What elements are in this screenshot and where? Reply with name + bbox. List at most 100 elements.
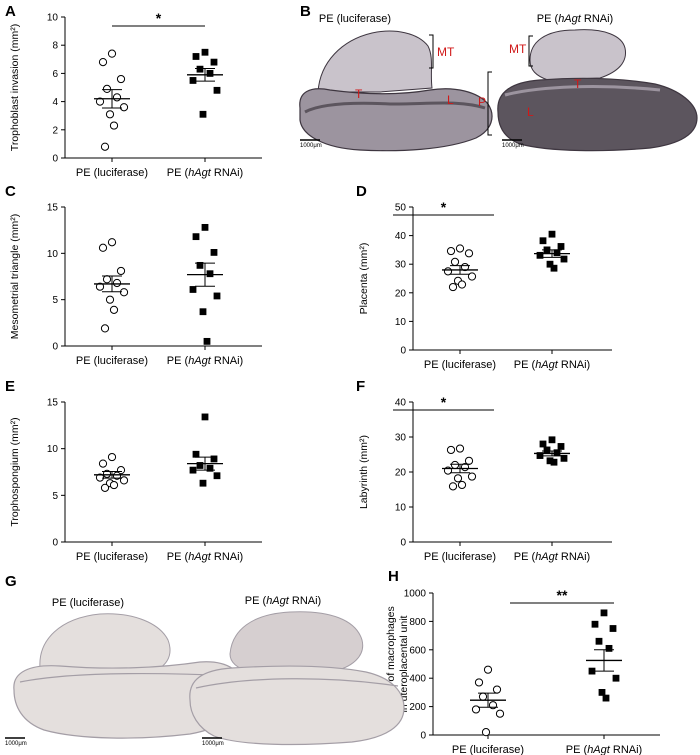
- chart-panel-d: D 0 10 20 30 40 50 PE (luciferase) PE (hAgt RNAi…: [356, 183, 612, 371]
- data-point-filled-square: [612, 674, 620, 682]
- mesometrial-triangle-left: [39, 613, 171, 673]
- data-point-filled-square: [199, 308, 207, 316]
- data-point-open-circle: [100, 142, 110, 151]
- y-tick-label: 0: [52, 538, 58, 549]
- y-axis-label: Mesometrial triangle (mm²): [9, 214, 21, 339]
- data-point-filled-square: [192, 450, 200, 458]
- data-point-open-circle: [102, 275, 112, 284]
- chart-panel-a: A 0 2 4 6 8 10 PE (luciferase) PE (hAgt RNAi) Tro…: [5, 3, 262, 179]
- y-tick-label: 800: [409, 617, 426, 628]
- data-point-open-circle: [119, 476, 129, 485]
- data-point-filled-square: [192, 53, 200, 60]
- data-point-open-circle: [481, 728, 491, 737]
- region-label-p: P: [478, 95, 486, 109]
- data-point-filled-square: [203, 337, 211, 345]
- data-point-filled-square: [557, 243, 565, 250]
- significance-marker: *: [441, 394, 447, 410]
- junctional-zone-right: [195, 678, 399, 689]
- placenta-right: [497, 77, 698, 152]
- tissue-section-right: [497, 29, 698, 152]
- panel-letter-g: G: [5, 573, 17, 590]
- x-category-label: PE (hAgt RNAi): [514, 551, 590, 563]
- y-tick-label: 40: [395, 398, 407, 409]
- y-axis-label: Labyrinth (mm²): [358, 435, 370, 509]
- data-point-open-circle: [119, 103, 129, 112]
- data-point-filled-square: [192, 233, 200, 241]
- data-point-open-circle: [455, 244, 465, 253]
- x-category-label: PE (hAgt RNAi): [167, 167, 243, 179]
- data-point-open-circle: [102, 469, 112, 478]
- data-point-open-circle: [483, 665, 493, 674]
- placenta-left: [299, 88, 493, 152]
- data-point-open-circle: [448, 482, 458, 491]
- data-point-open-circle: [98, 459, 108, 468]
- data-point-filled-square: [598, 689, 606, 696]
- data-point-open-circle: [95, 282, 105, 291]
- significance-marker: *: [441, 199, 447, 215]
- data-point-open-circle: [109, 305, 119, 314]
- data-point-filled-square: [210, 58, 218, 66]
- region-label-mt-left: MT: [437, 45, 455, 59]
- panel-letter-h: H: [388, 568, 399, 585]
- data-point-filled-square: [199, 110, 207, 118]
- chart-panel-e: E 0 5 10 15 PE (luciferase) PE (hAgt RNAi) Trop…: [5, 378, 262, 563]
- y-tick-label: 10: [395, 317, 407, 328]
- p-bracket: [487, 71, 492, 136]
- x-category-label: PE (luciferase): [424, 551, 496, 563]
- data-point-open-circle: [107, 238, 117, 247]
- y-tick-label: 600: [409, 645, 426, 656]
- data-point-open-circle: [116, 266, 126, 276]
- data-point-open-circle: [450, 460, 460, 470]
- data-point-filled-square: [210, 455, 218, 463]
- data-point-filled-square: [543, 446, 551, 454]
- image-title-left: PE (luciferase): [52, 597, 124, 609]
- y-tick-label: 400: [409, 674, 426, 685]
- data-point-filled-square: [546, 457, 554, 465]
- x-category-label: PE (luciferase): [76, 551, 148, 563]
- panel-letter-a: A: [5, 3, 16, 20]
- data-point-open-circle: [107, 452, 117, 462]
- data-point-open-circle: [112, 93, 122, 102]
- y-axis-label: Trophospongium (mm²): [9, 417, 21, 526]
- data-point-open-circle: [98, 243, 108, 252]
- y-axis-label: Placenta (mm²): [358, 243, 370, 315]
- y-tick-label: 50: [395, 203, 407, 214]
- data-point-filled-square: [210, 249, 218, 256]
- data-point-open-circle: [109, 121, 119, 130]
- y-tick-label: 200: [409, 702, 426, 713]
- y-tick-label: 10: [395, 503, 407, 514]
- data-point-filled-square: [189, 466, 197, 474]
- panel-letter-c: C: [5, 183, 16, 200]
- data-point-open-circle: [98, 58, 108, 67]
- y-axis-label: Trophoblast invasion (mm²): [9, 24, 21, 151]
- chart-panel-h: H 0 200 400 600 800 1000 PE (luciferase) PE (hAg…: [385, 568, 660, 755]
- data-point-open-circle: [448, 282, 458, 292]
- placenta-right: [189, 665, 405, 746]
- data-point-open-circle: [457, 280, 467, 289]
- chart-panel-c: C 0 5 10 15 PE (luciferase) PE (hAgt RNAi) Meso…: [5, 183, 262, 367]
- x-category-label: PE (luciferase): [452, 744, 524, 755]
- data-point-filled-square: [553, 249, 561, 257]
- tissue-section-left: [13, 613, 245, 739]
- scale-bar-label: 1000μm: [502, 143, 524, 149]
- data-point-filled-square: [546, 260, 554, 268]
- x-category-label: PE (luciferase): [76, 167, 148, 179]
- junctional-zone-left: [304, 101, 486, 114]
- x-category-label: PE (luciferase): [424, 359, 496, 371]
- y-tick-label: 0: [52, 154, 58, 165]
- data-point-filled-square: [213, 292, 221, 300]
- data-point-filled-square: [206, 70, 214, 77]
- mesometrial-triangle-left: [317, 30, 433, 93]
- histology-panel-g: G PE (luciferase) PE (hAgt RNAi) 1000μm 1000…: [5, 573, 405, 747]
- data-point-filled-square: [550, 264, 558, 272]
- mesometrial-triangle-right: [529, 29, 627, 81]
- data-point-open-circle: [457, 480, 467, 490]
- y-tick-label: 0: [400, 538, 406, 549]
- data-point-filled-square: [536, 452, 544, 459]
- data-point-filled-square: [591, 620, 599, 628]
- region-label-t-right: T: [574, 77, 582, 91]
- data-point-filled-square: [539, 237, 547, 245]
- data-point-open-circle: [112, 471, 122, 480]
- data-point-filled-square: [600, 609, 608, 617]
